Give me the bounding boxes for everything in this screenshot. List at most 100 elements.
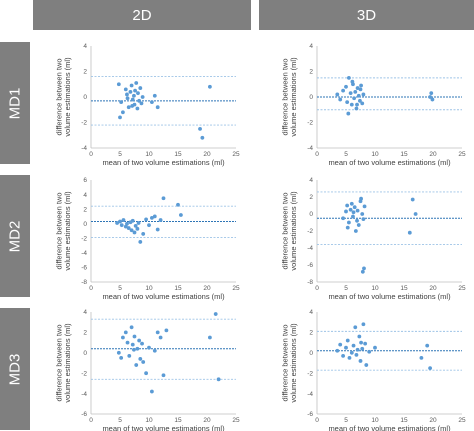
chart-5-point-22	[428, 366, 432, 370]
chart-4-point-10	[137, 338, 142, 343]
chart-1-point-1	[338, 97, 343, 102]
chart-1-point-18	[346, 111, 351, 116]
chart-3-point-16	[351, 210, 356, 215]
chart-5-x-tick-label-5: 25	[458, 417, 466, 424]
chart-3-point-14	[362, 204, 367, 209]
chart-5-point-17	[373, 345, 377, 350]
chart-0-x-tick-label-1: 5	[118, 151, 122, 158]
chart-3-point-8	[353, 229, 358, 233]
chart-0-point-6	[128, 90, 133, 94]
chart-4-x-tick-label-0: 0	[89, 417, 93, 424]
row-header-md2-label: MD2	[6, 220, 24, 252]
chart-2-point-15	[141, 232, 146, 236]
chart-4-point-26	[216, 377, 221, 382]
chart-4-point-19	[158, 335, 163, 340]
chart-4-x-tick-label-4: 20	[203, 417, 211, 424]
chart-0-point-13	[135, 106, 140, 111]
chart-5-y-tick-label-4: 2	[309, 330, 313, 337]
chart-2-point-0	[115, 221, 119, 225]
chart-2-point-4	[123, 224, 128, 229]
chart-0-x-tick-label-2: 10	[145, 151, 153, 158]
chart-3-x-tick-label-0: 0	[315, 285, 319, 292]
chart-3-y-tick-label-0: -8	[307, 279, 313, 286]
chart-0-point-9	[132, 93, 136, 98]
column-header-3d: 3D	[259, 0, 474, 30]
chart-1-x-tick-label-3: 15	[400, 151, 408, 158]
chart-4-point-18	[155, 330, 160, 335]
chart-4-point-0	[116, 350, 121, 355]
chart-md1-2d: -4 -2 0 2 4 0 5 10 15 20 25 mean of two volume esti…	[55, 43, 240, 167]
row-header-md3: MD3	[0, 308, 30, 430]
chart-2-point-1	[118, 219, 122, 224]
chart-3-point-3	[347, 220, 351, 225]
chart-3-point-7	[352, 205, 357, 210]
chart-4-x-tick-label-2: 10	[145, 417, 153, 424]
chart-3-y-axis-label: difference between twovolume estimations…	[281, 191, 299, 271]
chart-1-point-4	[345, 100, 350, 104]
chart-2-point-3	[121, 218, 126, 222]
chart-2-point-2	[119, 223, 124, 228]
chart-md3-2d: -6 -4 -2 0 2 4 0 5 10 15 20 25 mean of two volume es…	[55, 309, 240, 431]
chart-3-y-tick-label-1: -6	[307, 262, 313, 269]
row-header-md1-label: MD1	[6, 87, 24, 119]
chart-4-point-4	[127, 353, 132, 358]
chart-4-point-25	[213, 312, 218, 316]
column-header-2d: 2D	[33, 0, 251, 30]
chart-5-point-7	[351, 343, 356, 348]
chart-3-point-1	[344, 209, 348, 214]
chart-1-y-tick-label-0: -4	[307, 145, 313, 152]
chart-1-x-tick-label-0: 0	[315, 151, 319, 158]
chart-2-point-24	[179, 213, 183, 217]
chart-0-point-22	[150, 100, 154, 104]
chart-5-point-13	[361, 322, 366, 327]
chart-5-point-6	[349, 350, 354, 355]
chart-5-x-axis-label: mean of two volume estimations (ml)	[328, 424, 451, 431]
chart-5-y-axis-label: difference between twovolume estimations…	[281, 323, 299, 403]
chart-3-point-17	[355, 218, 359, 223]
chart-3-y-tick-label-6: 4	[309, 177, 313, 184]
chart-3-point-2	[345, 203, 350, 208]
chart-md2-2d: -8 -6 -4 -2 0 2 4 6 0 5 10 15 20 25 mean of two volume…	[55, 177, 240, 301]
chart-5-point-9	[355, 347, 360, 352]
chart-2-point-18	[150, 215, 154, 220]
chart-0-y-tick-label-4: 4	[83, 43, 87, 50]
chart-1-point-12	[355, 86, 360, 90]
chart-4-y-tick-label-3: 0	[83, 350, 87, 357]
chart-0-x-tick-label-3: 15	[174, 151, 182, 158]
chart-5-point-5	[347, 356, 352, 360]
chart-1-point-21	[358, 87, 363, 92]
chart-4-point-20	[161, 373, 166, 378]
chart-2-y-tick-label-1: -6	[81, 265, 87, 272]
chart-2-point-19	[152, 214, 157, 219]
chart-0-x-axis-label: mean of two volume estimations (ml)	[102, 158, 225, 167]
chart-5-point-0	[335, 348, 340, 353]
chart-5-point-19	[359, 340, 363, 345]
chart-0-point-25	[198, 126, 202, 131]
chart-1-point-6	[348, 91, 353, 96]
chart-0-point-1	[119, 100, 124, 104]
chart-2-x-tick-label-1: 5	[118, 285, 122, 292]
chart-4-point-15	[147, 345, 151, 350]
chart-3-point-22	[360, 269, 365, 274]
chart-5-point-12	[360, 346, 365, 351]
row-header-md1: MD1	[0, 42, 30, 164]
chart-1-point-24	[430, 97, 435, 102]
chart-1-point-3	[344, 84, 348, 89]
chart-2-point-12	[135, 226, 140, 231]
chart-3-point-10	[356, 223, 361, 227]
chart-0-point-4	[125, 92, 129, 97]
chart-1-point-10	[353, 90, 358, 94]
chart-1-point-2	[341, 88, 345, 93]
chart-1-x-tick-label-5: 25	[458, 151, 466, 158]
chart-0-point-0	[116, 82, 121, 87]
chart-3-y-tick-label-5: 2	[309, 194, 313, 201]
chart-5-point-1	[338, 342, 343, 347]
chart-3-point-19	[407, 230, 412, 235]
chart-1-point-23	[429, 91, 434, 96]
chart-5-x-tick-label-3: 15	[400, 417, 408, 424]
chart-1-x-axis-label: mean of two volume estimations (ml)	[328, 158, 451, 167]
chart-1-x-tick-label-1: 5	[344, 151, 348, 158]
chart-5-y-tick-label-3: 0	[309, 350, 313, 357]
chart-3-x-tick-label-4: 20	[429, 285, 437, 292]
chart-4-y-tick-label-2: -2	[81, 370, 87, 377]
